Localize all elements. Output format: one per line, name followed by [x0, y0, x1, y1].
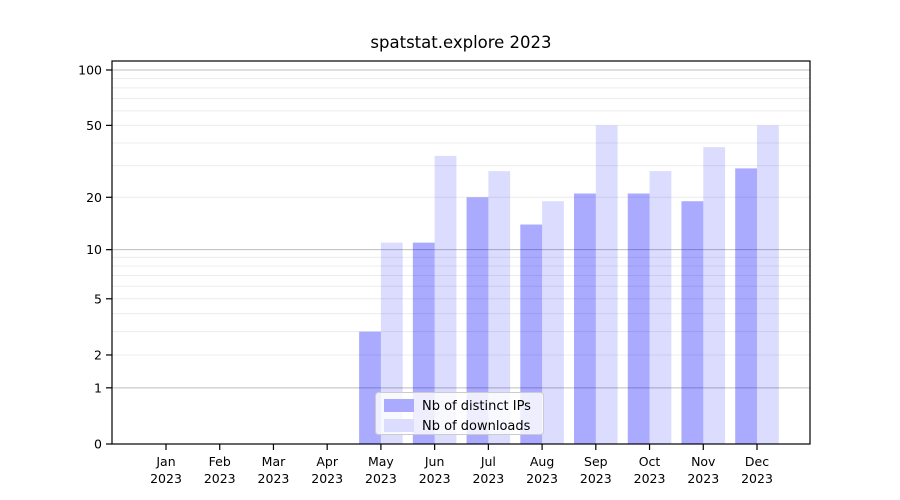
y-tick-label: 10 [86, 242, 102, 257]
x-tick-label-year: 2023 [580, 471, 612, 486]
bar-sep-s0 [574, 193, 596, 444]
bar-aug-s1 [542, 201, 564, 444]
y-tick-label: 0 [94, 437, 102, 452]
x-tick-label-month: Oct [639, 454, 661, 469]
x-tick-label-year: 2023 [526, 471, 558, 486]
legend-swatch-0 [384, 399, 414, 412]
legend-label-1: Nb of downloads [422, 419, 531, 434]
x-axis: Jan 2023 Feb 2023 Mar 2023 Apr 2023 May 2023 Jun 20… [150, 444, 773, 486]
legend-box [375, 392, 544, 435]
y-gridlines [112, 69, 810, 389]
bar-jul-s1 [488, 171, 511, 445]
x-tick-label-year: 2023 [634, 471, 666, 486]
x-tick-label-month: Dec [745, 454, 769, 469]
bar-sep-s1 [595, 125, 618, 445]
x-tick-label-month: Nov [691, 454, 716, 469]
y-tick-label: 5 [94, 291, 102, 306]
bar-aug-s0 [520, 224, 543, 444]
x-tick-label-month: Mar [262, 454, 286, 469]
legend: Nb of distinct IPs Nb of downloads [375, 392, 544, 435]
x-tick-label-year: 2023 [687, 471, 719, 486]
bar-oct-s1 [649, 171, 672, 445]
x-tick-label-year: 2023 [472, 471, 504, 486]
y-tick-label: 2 [94, 347, 102, 362]
bar-dec-s1 [757, 125, 779, 445]
x-tick-label-year: 2023 [258, 471, 290, 486]
legend-swatch-1 [384, 419, 414, 432]
x-tick-label-year: 2023 [365, 471, 397, 486]
x-tick-label-month: Apr [316, 454, 338, 469]
plot-frame [111, 60, 811, 445]
x-tick-label-year: 2023 [741, 471, 773, 486]
bars-group [359, 125, 779, 445]
y-tick-label: 1 [94, 380, 102, 395]
x-tick-label-month: Aug [530, 454, 554, 469]
bar-nov-s1 [703, 147, 726, 444]
y-tick-label: 100 [78, 62, 102, 77]
x-tick-label-year: 2023 [311, 471, 343, 486]
chart-title: spatstat.explore 2023 [370, 33, 552, 52]
y-tick-label: 50 [86, 118, 102, 133]
x-tick-label-year: 2023 [204, 471, 236, 486]
x-tick-label-month: Sep [584, 454, 608, 469]
bar-dec-s0 [735, 168, 757, 444]
bar-jul-s0 [466, 197, 489, 444]
legend-label-0: Nb of distinct IPs [422, 399, 531, 414]
x-tick-label-year: 2023 [150, 471, 182, 486]
x-tick-label-month: Jul [480, 454, 496, 469]
bar-jun-s1 [434, 155, 457, 445]
x-tick-label-month: Jun [424, 454, 445, 469]
x-tick-label-month: Jan [155, 454, 175, 469]
x-tick-label-year: 2023 [419, 471, 451, 486]
y-tick-label: 20 [86, 190, 102, 205]
y-axis: 0 1 2 5 10 20 50 100 [78, 62, 112, 452]
x-tick-label-month: Feb [209, 454, 231, 469]
x-tick-label-month: May [368, 454, 394, 469]
bar-oct-s0 [627, 193, 650, 444]
bar-nov-s0 [681, 201, 704, 444]
